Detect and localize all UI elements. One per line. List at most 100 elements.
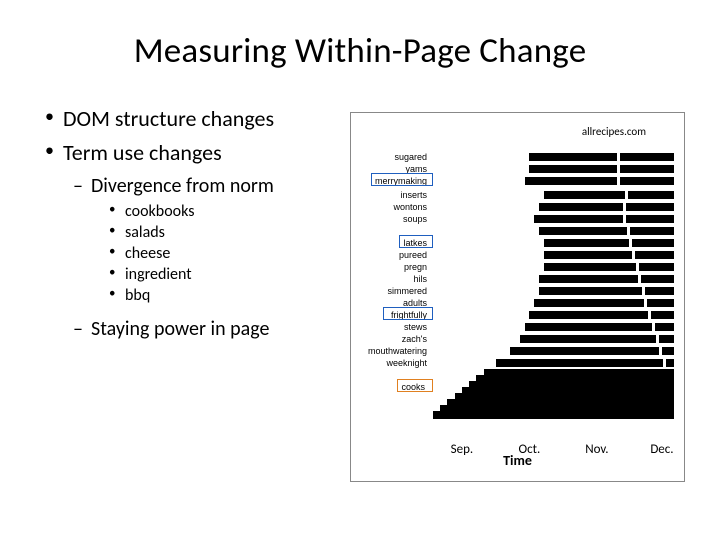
bullet-dot: •: [45, 104, 63, 134]
bullet-l3: • bbq: [109, 286, 355, 307]
term-row: frightfully: [433, 309, 674, 321]
term-bar: [496, 359, 674, 367]
stair-notch: [433, 405, 440, 411]
term-bar-notch: [638, 275, 641, 283]
term-row: weeknight: [433, 357, 674, 369]
term-label: inserts: [400, 190, 427, 200]
term-bar-notch: [625, 191, 628, 199]
bullet-l3: • cheese: [109, 244, 355, 265]
plot-area: sugaredyamsmerrymakinginsertswontonssoup…: [433, 121, 674, 417]
bullet-dot: •: [109, 244, 125, 265]
bullet-text: Staying power in page: [91, 316, 269, 343]
term-highlight-box: [383, 307, 433, 320]
bullet-dot: •: [109, 265, 125, 286]
term-bar: [539, 275, 674, 283]
bullet-text: cookbooks: [125, 202, 194, 223]
term-row: latkes: [433, 237, 674, 249]
term-row: wontons: [433, 201, 674, 213]
bullet-l3: • cookbooks: [109, 202, 355, 223]
term-row: [433, 225, 674, 237]
bullet-l2: – Staying power in page: [73, 316, 355, 343]
term-bar: [534, 215, 674, 223]
term-bar: [529, 311, 674, 319]
bullet-dot: •: [109, 223, 125, 244]
term-label: weeknight: [386, 358, 427, 368]
term-bar: [539, 287, 674, 295]
bullet-l1: • Term use changes: [45, 138, 355, 168]
term-label: stews: [404, 322, 427, 332]
term-row: mouthwatering: [433, 345, 674, 357]
term-row: pregn: [433, 261, 674, 273]
term-bar: [525, 177, 674, 185]
term-bar-notch: [636, 263, 639, 271]
bullet-dash: –: [73, 316, 91, 343]
term-bar-notch: [648, 311, 651, 319]
term-bar: [510, 347, 674, 355]
term-label: zach's: [402, 334, 427, 344]
term-bar: [544, 191, 674, 199]
term-label: hils: [413, 274, 427, 284]
bullet-dot: •: [109, 286, 125, 307]
term-row: cooks: [433, 381, 674, 393]
bullet-text: cheese: [125, 244, 170, 265]
bullet-list: • DOM structure changes • Term use chang…: [45, 104, 355, 345]
term-bar-notch: [617, 153, 620, 161]
term-bar: [529, 165, 674, 173]
bullet-l3: • salads: [109, 223, 355, 244]
bullet-l3: • ingredient: [109, 265, 355, 286]
term-highlight-box: [371, 173, 433, 186]
term-bar-notch: [632, 251, 635, 259]
term-bar: [539, 203, 674, 211]
term-bar-notch: [642, 287, 645, 295]
term-label: simmered: [387, 286, 427, 296]
term-bar: [544, 263, 674, 271]
bullet-l2: – Divergence from norm: [73, 173, 355, 200]
bullet-dash: –: [73, 173, 91, 200]
term-row: pureed: [433, 249, 674, 261]
term-row: soups: [433, 213, 674, 225]
term-bar-notch: [623, 203, 626, 211]
bullet-dot: •: [45, 138, 63, 168]
term-bar-notch: [656, 335, 659, 343]
bullet-text: ingredient: [125, 265, 192, 286]
term-bar-notch: [659, 347, 662, 355]
term-bar-notch: [617, 165, 620, 173]
bullet-text: Term use changes: [63, 138, 222, 168]
bullet-text: DOM structure changes: [63, 104, 274, 134]
term-chart: allrecipes.com sugaredyamsmerrymakingins…: [350, 112, 685, 482]
term-row: sugared: [433, 151, 674, 163]
bullet-text: salads: [125, 223, 165, 244]
term-label: pureed: [399, 250, 427, 260]
term-bar: [544, 251, 674, 259]
bullet-text: Divergence from norm: [91, 173, 274, 200]
term-row: simmered: [433, 285, 674, 297]
term-bar-notch: [652, 323, 655, 331]
term-bar: [544, 239, 674, 247]
term-bar-notch: [623, 215, 626, 223]
term-label: mouthwatering: [368, 346, 427, 356]
term-bar: [529, 153, 674, 161]
term-bar-notch: [644, 299, 647, 307]
term-highlight-box: [397, 379, 433, 392]
term-label: pregn: [404, 262, 427, 272]
term-label: sugared: [394, 152, 427, 162]
term-row: stews: [433, 321, 674, 333]
x-axis-title: Time: [351, 452, 684, 469]
term-row: zach's: [433, 333, 674, 345]
term-row: yams: [433, 163, 674, 175]
term-label: soups: [403, 214, 427, 224]
term-row: inserts: [433, 189, 674, 201]
term-bar-notch: [627, 227, 630, 235]
term-row: adults: [433, 297, 674, 309]
term-bar: [520, 335, 674, 343]
term-bar: [539, 227, 674, 235]
term-bar-notch: [629, 239, 632, 247]
bullet-l1: • DOM structure changes: [45, 104, 355, 134]
slide-title: Measuring Within-Page Change: [45, 30, 675, 72]
term-row: hils: [433, 273, 674, 285]
term-highlight-box: [399, 235, 433, 248]
bullet-text: bbq: [125, 286, 150, 307]
bullet-dot: •: [109, 202, 125, 223]
x-axis: Sep. Oct. Nov. Dec.: [433, 440, 674, 441]
term-bar-notch: [663, 359, 666, 367]
